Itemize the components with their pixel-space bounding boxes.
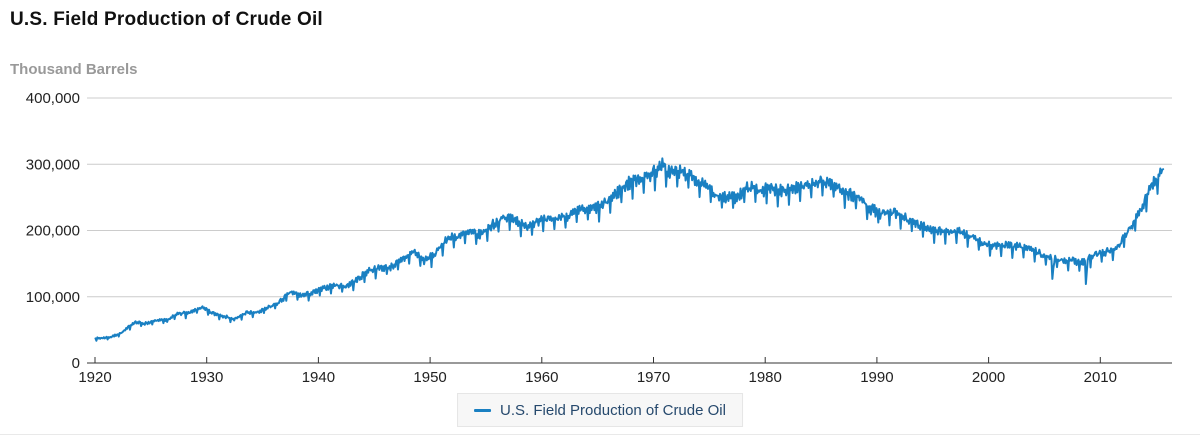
x-tick-label: 1970 (637, 369, 670, 386)
x-tick-label: 1980 (749, 369, 782, 386)
y-tick-label: 200,000 (26, 223, 80, 240)
y-axis-units-label: Thousand Barrels (10, 61, 138, 78)
legend-line-icon (474, 408, 492, 412)
x-tick-label: 1930 (190, 369, 223, 386)
x-tick-label: 1990 (860, 369, 893, 386)
y-tick-label: 400,000 (26, 90, 80, 107)
x-tick-label: 1920 (78, 369, 111, 386)
legend-label: U.S. Field Production of Crude Oil (500, 401, 726, 419)
x-tick-label: 1950 (413, 369, 446, 386)
legend[interactable]: U.S. Field Production of Crude Oil (457, 393, 743, 427)
chart-title: U.S. Field Production of Crude Oil (10, 9, 323, 30)
x-tick-label: 2010 (1084, 369, 1117, 386)
x-tick-label: 1960 (525, 369, 558, 386)
y-tick-label: 100,000 (26, 289, 80, 306)
line-chart: 0 100,000 200,000 300,000 400,000 1920 1930 194… (26, 90, 1172, 386)
production-series-line[interactable] (94, 157, 1165, 342)
y-tick-label: 300,000 (26, 156, 80, 173)
y-tick-label: 0 (72, 355, 80, 372)
x-tick-label: 1940 (302, 369, 335, 386)
x-tick-label: 2000 (972, 369, 1005, 386)
